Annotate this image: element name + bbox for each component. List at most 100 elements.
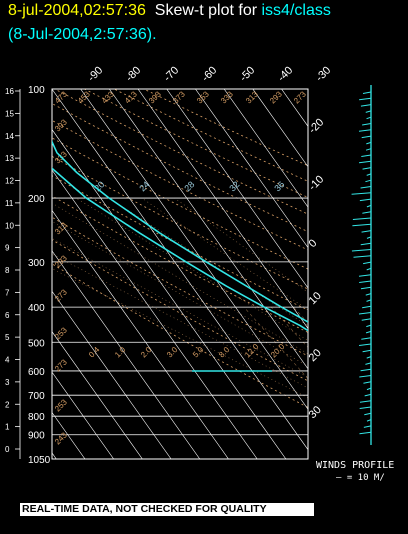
wind-barb [359, 431, 372, 435]
dry-adiabat-label: 313 [244, 89, 260, 105]
wet-bulb-label: 5.0 [191, 345, 206, 360]
isotherm-line [252, 89, 308, 168]
dewpoint-trace [52, 167, 308, 332]
wind-barb [362, 305, 372, 309]
wind-barb [366, 204, 372, 208]
wind-barb [366, 419, 372, 422]
isotherm-line [281, 89, 308, 127]
wind-barb [359, 280, 372, 283]
winds-scale-label: — = 10 M/ [336, 473, 385, 483]
dry-adiabat-label: 313 [53, 220, 69, 236]
wind-barb [352, 217, 372, 220]
wind-barb [366, 324, 372, 328]
wind-barb [360, 286, 372, 290]
wind-barb [360, 242, 372, 246]
pressure-tick-label: 100 [28, 85, 45, 96]
wind-barb [366, 387, 372, 391]
wet-bulb-label: 20.0 [269, 342, 287, 360]
dry-adiabat-label: 393 [53, 117, 69, 133]
right-axis-label: -20 [307, 116, 327, 136]
right-axis-label: 0 [307, 237, 320, 250]
dry-adiabat-line [52, 175, 308, 311]
wind-barb [365, 293, 372, 296]
wind-barb [365, 179, 372, 183]
temperature-tick-label: -60 [200, 64, 220, 84]
height-tick-label: 9 [5, 244, 10, 253]
right-axis-label: 30 [307, 404, 324, 421]
wind-barb [363, 425, 372, 428]
title-line-1: 8-jul-2004,02:57:36 Skew-t plot for iss4… [8, 2, 331, 20]
isotherm-line [137, 89, 308, 329]
trace-group [52, 139, 308, 372]
wind-barb [359, 400, 372, 403]
mixing-ratio-label: 24 [137, 179, 151, 193]
wind-barb [359, 198, 372, 202]
wet-bulb-label: 0.4 [87, 345, 102, 360]
wet-bulb-label: 1.0 [113, 345, 128, 360]
isotherm-line [223, 89, 308, 208]
dry-adiabat-label: 333 [219, 89, 235, 105]
height-tick-label: 10 [5, 221, 14, 230]
height-tick-label: 1 [5, 423, 10, 432]
pressure-tick-label: 400 [28, 303, 45, 314]
moist-adiabat-line [52, 268, 308, 399]
wind-barb [353, 255, 372, 258]
mixing-ratio-line [380, 307, 408, 459]
wind-barb [361, 318, 372, 321]
wind-barb [358, 274, 372, 277]
pressure-tick-label: 1050 [28, 455, 51, 466]
isotherm-line [109, 89, 308, 370]
isotherm-line [52, 129, 287, 459]
wind-barb [359, 97, 372, 101]
pressure-tick-label: 800 [28, 412, 45, 423]
pressure-tick-label: 700 [28, 391, 45, 402]
winds-profile-label: WINDS PROFILE [316, 460, 395, 471]
wind-barb [366, 141, 372, 145]
height-tick-label: 16 [5, 87, 14, 96]
height-tick-label: 0 [5, 445, 10, 454]
temperature-tick-label: -30 [314, 64, 334, 84]
dry-adiabat-label: 243 [53, 430, 69, 446]
height-tick-label: 7 [5, 288, 10, 297]
moist-adiabat-line [52, 221, 308, 367]
mixing-ratio-label: 28 [182, 179, 196, 193]
isotherm-line [52, 209, 229, 459]
isotherm-line [52, 371, 114, 459]
wind-barb [365, 110, 372, 113]
wind-barb [361, 337, 372, 340]
moist-adiabat-line [52, 253, 308, 389]
pressure-tick-label: 600 [28, 367, 45, 378]
temperature-tick-label: -80 [124, 64, 144, 84]
plot-frame [51, 88, 309, 460]
station-link[interactable]: iss4/class [261, 2, 331, 19]
height-tick-label: 8 [5, 266, 10, 275]
temperature-trace [52, 139, 308, 323]
mixing-ratio-label: 36 [272, 179, 286, 193]
wet-bulb-label: 2.0 [139, 345, 154, 360]
wind-barb [359, 375, 372, 378]
wind-barb [363, 261, 372, 265]
wind-barb [361, 154, 372, 157]
right-axis-label: 20 [307, 347, 324, 364]
wind-barb [365, 148, 372, 151]
wind-barb [358, 160, 372, 164]
moist-adiabat-line [141, 197, 308, 311]
mixing-ratio-line [343, 307, 408, 459]
dry-adiabat-label: 413 [123, 89, 139, 105]
dry-adiabat-label: 473 [53, 89, 69, 105]
isotherm-line [52, 89, 308, 451]
wind-barb [365, 330, 372, 334]
plot-area [52, 89, 408, 459]
wind-barb [362, 211, 372, 214]
dry-adiabat-line [54, 89, 308, 215]
pressure-tick-label: 200 [28, 194, 45, 205]
right-axis-label: -10 [307, 173, 327, 193]
mixing-ratio-line [293, 306, 308, 324]
wind-barb [365, 362, 372, 365]
dry-adiabat-line [52, 103, 308, 233]
wind-barb [363, 381, 372, 384]
isotherm-line [310, 89, 408, 459]
wind-barb [366, 356, 372, 359]
wind-barb [360, 368, 372, 372]
